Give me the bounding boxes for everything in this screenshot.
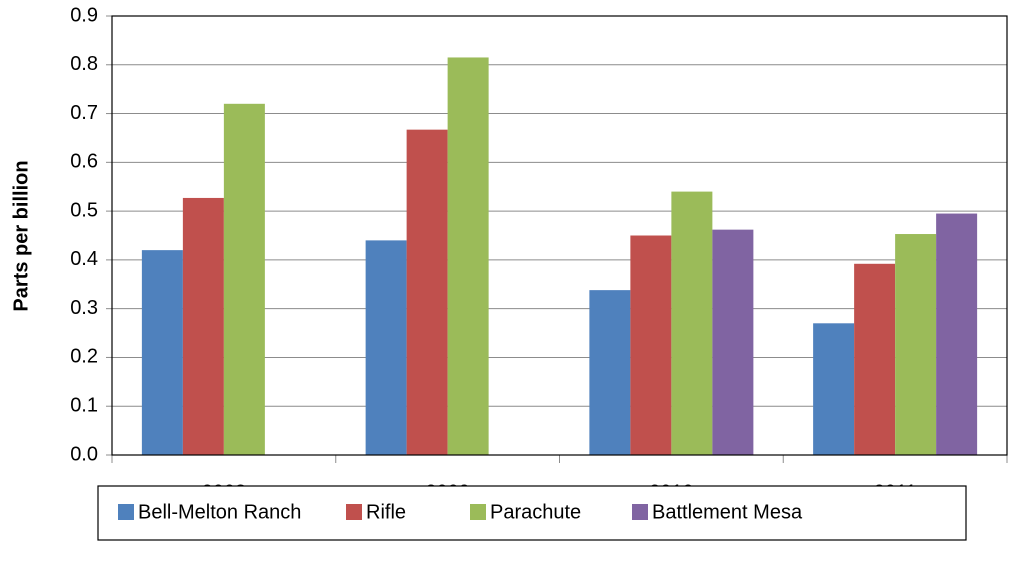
y-axis-label: Parts per billion xyxy=(10,160,32,311)
bar xyxy=(141,250,183,455)
y-tick-label: 0.3 xyxy=(70,297,98,319)
legend-label: Bell-Melton Ranch xyxy=(138,501,301,523)
legend-label: Rifle xyxy=(366,501,406,523)
bar xyxy=(365,240,407,455)
legend-label: Parachute xyxy=(490,501,581,523)
y-tick-label: 0.7 xyxy=(70,102,98,124)
y-tick-label: 0.0 xyxy=(70,443,98,465)
bar xyxy=(223,103,265,456)
y-tick-label: 0.6 xyxy=(70,151,98,173)
plot-border xyxy=(111,15,1008,456)
y-tick-label: 0.2 xyxy=(70,346,98,368)
y-tick-label: 0.5 xyxy=(70,199,98,221)
y-tick-label: 0.9 xyxy=(70,4,98,26)
bar xyxy=(630,235,672,455)
bar xyxy=(406,129,448,455)
legend-swatch xyxy=(118,504,134,520)
legend-swatch xyxy=(632,504,648,520)
bar xyxy=(447,57,489,455)
legend-swatch xyxy=(470,504,486,520)
bar xyxy=(813,323,855,455)
legend-box xyxy=(97,485,967,541)
bar xyxy=(182,197,224,456)
y-tick-label: 0.8 xyxy=(70,53,98,75)
bar xyxy=(895,234,937,455)
y-tick-label: 0.4 xyxy=(70,248,98,270)
bar xyxy=(936,213,978,455)
bar xyxy=(854,263,896,455)
legend-label: Battlement Mesa xyxy=(652,501,803,523)
bar xyxy=(712,229,754,455)
legend-swatch xyxy=(346,504,362,520)
y-tick-label: 0.1 xyxy=(70,395,98,417)
bar xyxy=(671,191,713,455)
bar xyxy=(589,290,631,455)
